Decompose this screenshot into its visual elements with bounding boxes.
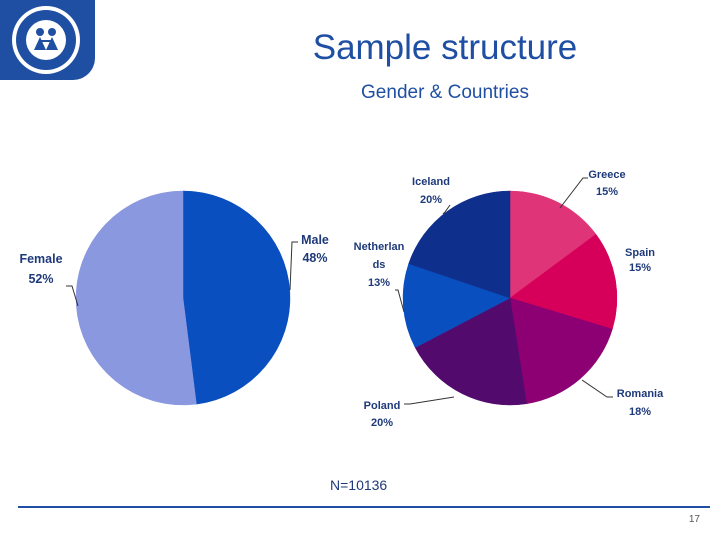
data-label-value-female: 52% [28,272,53,286]
data-label-value-male: 48% [302,251,327,265]
leader-line-romania [581,379,613,398]
logo-disc [12,6,80,74]
pie-slice-male [182,190,291,405]
footer-divider [18,506,710,508]
logo-tab [0,0,95,80]
page-number: 17 [688,514,700,525]
data-label-name-male: Male [301,233,329,247]
leader-line-netherlan-ds [395,289,405,313]
data-label-name-female: Female [19,252,62,266]
pie-slice-poland [414,297,527,406]
childrens-foundation-logo-icon [16,10,76,70]
data-label-name-iceland: Iceland [412,176,450,188]
data-label-value-greece: 15% [596,186,618,198]
leader-line-female [66,285,79,307]
pie-slice-netherlan-ds [402,263,511,348]
pie-slice-iceland [408,190,511,299]
data-label-name-netherlan-ds: ds [373,259,386,271]
leader-line-iceland [442,204,451,215]
data-label-value-romania: 18% [629,406,651,418]
data-label-value-netherlan-ds: 13% [368,277,390,289]
data-label-name-greece: Greece [588,169,625,181]
sample-size-note: N=10136 [330,477,388,493]
data-label-name-romania: Romania [617,388,664,400]
leader-line-greece [559,177,588,209]
data-label-value-poland: 20% [371,417,393,429]
page-title: Sample structure [312,28,578,67]
data-label-value-spain: 15% [629,262,651,274]
pie-slice-spain [509,233,618,330]
data-label-name-netherlan-ds: Netherlan [354,241,405,253]
pie-slice-female [75,190,197,406]
data-label-name-poland: Poland [364,400,401,412]
leader-line-male [289,241,298,291]
pie-slice-romania [509,297,613,404]
pie-chart-2: Greece 15% Spain 15% Romania 18% Poland 20% Neth… [354,169,664,429]
pie-chart-1: Male 48% Female 52% [19,190,329,406]
data-label-name-spain: Spain [625,247,655,259]
leader-line-poland [404,396,455,405]
pie-slice-greece [509,190,597,299]
data-label-value-iceland: 20% [420,194,442,206]
page-subtitle: Gender & Countries [361,82,529,103]
